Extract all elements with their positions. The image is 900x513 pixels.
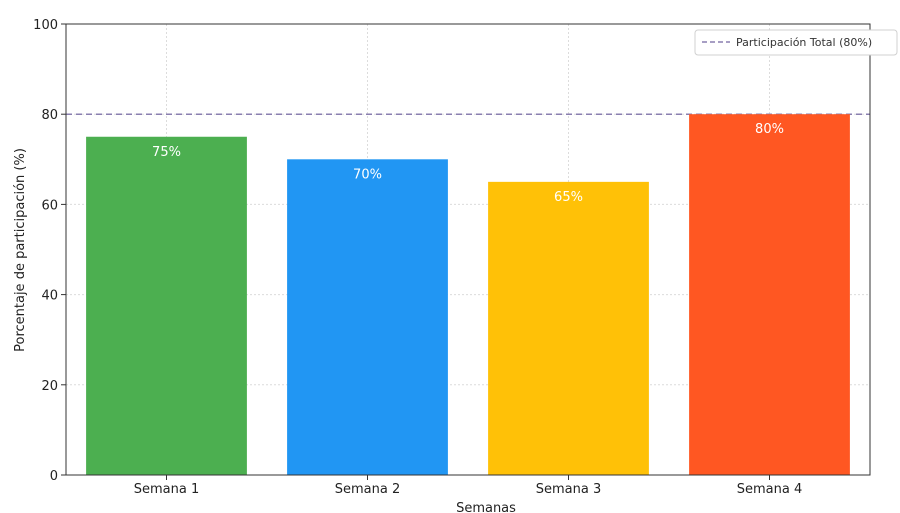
y-tick-label: 20 xyxy=(41,379,58,394)
bar xyxy=(689,114,850,475)
x-tick-label: Semana 3 xyxy=(536,482,602,497)
x-tick-label: Semana 2 xyxy=(335,482,401,497)
x-tick-label: Semana 1 xyxy=(134,482,200,497)
y-tick-label: 60 xyxy=(41,198,58,213)
y-tick-label: 40 xyxy=(41,289,58,304)
x-axis-title: Semanas xyxy=(456,501,516,513)
bar xyxy=(287,159,448,476)
bar-value-label: 80% xyxy=(755,122,784,137)
bars xyxy=(86,114,850,476)
y-tick-label: 100 xyxy=(33,18,58,33)
bar xyxy=(488,181,649,475)
bar xyxy=(86,136,247,475)
plot-frame xyxy=(65,23,871,476)
legend: Participación Total (80%) xyxy=(694,29,898,56)
y-axis-title: Porcentaje de participación (%) xyxy=(13,148,28,352)
axes xyxy=(61,23,871,480)
legend-box xyxy=(694,29,898,56)
bar-value-label: 65% xyxy=(554,190,583,205)
labels: 0 20 40 60 80 100 75% Semana 1 70% Semana 2 65% Sem… xyxy=(33,18,802,497)
x-tick-label: Semana 4 xyxy=(737,482,803,497)
legend-label: Participación Total (80%) xyxy=(736,36,872,49)
y-tick-label: 80 xyxy=(41,108,58,123)
y-tick-label: 0 xyxy=(50,469,58,484)
bar-value-label: 70% xyxy=(353,167,382,182)
bar-value-label: 75% xyxy=(152,145,181,160)
